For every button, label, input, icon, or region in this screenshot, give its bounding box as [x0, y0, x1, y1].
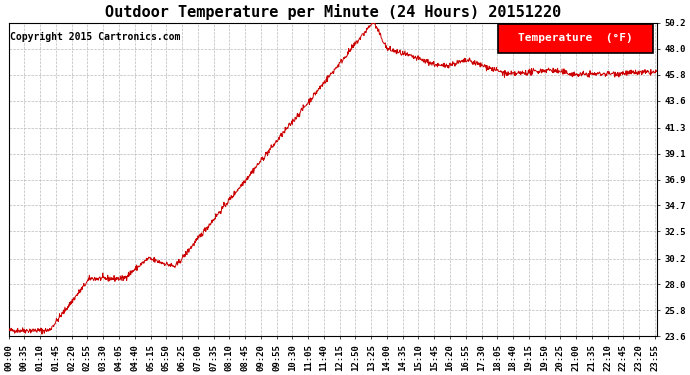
Text: Temperature  (°F): Temperature (°F) — [518, 33, 633, 44]
Title: Outdoor Temperature per Minute (24 Hours) 20151220: Outdoor Temperature per Minute (24 Hours… — [105, 4, 561, 20]
Text: Copyright 2015 Cartronics.com: Copyright 2015 Cartronics.com — [10, 32, 180, 42]
FancyBboxPatch shape — [498, 24, 653, 52]
